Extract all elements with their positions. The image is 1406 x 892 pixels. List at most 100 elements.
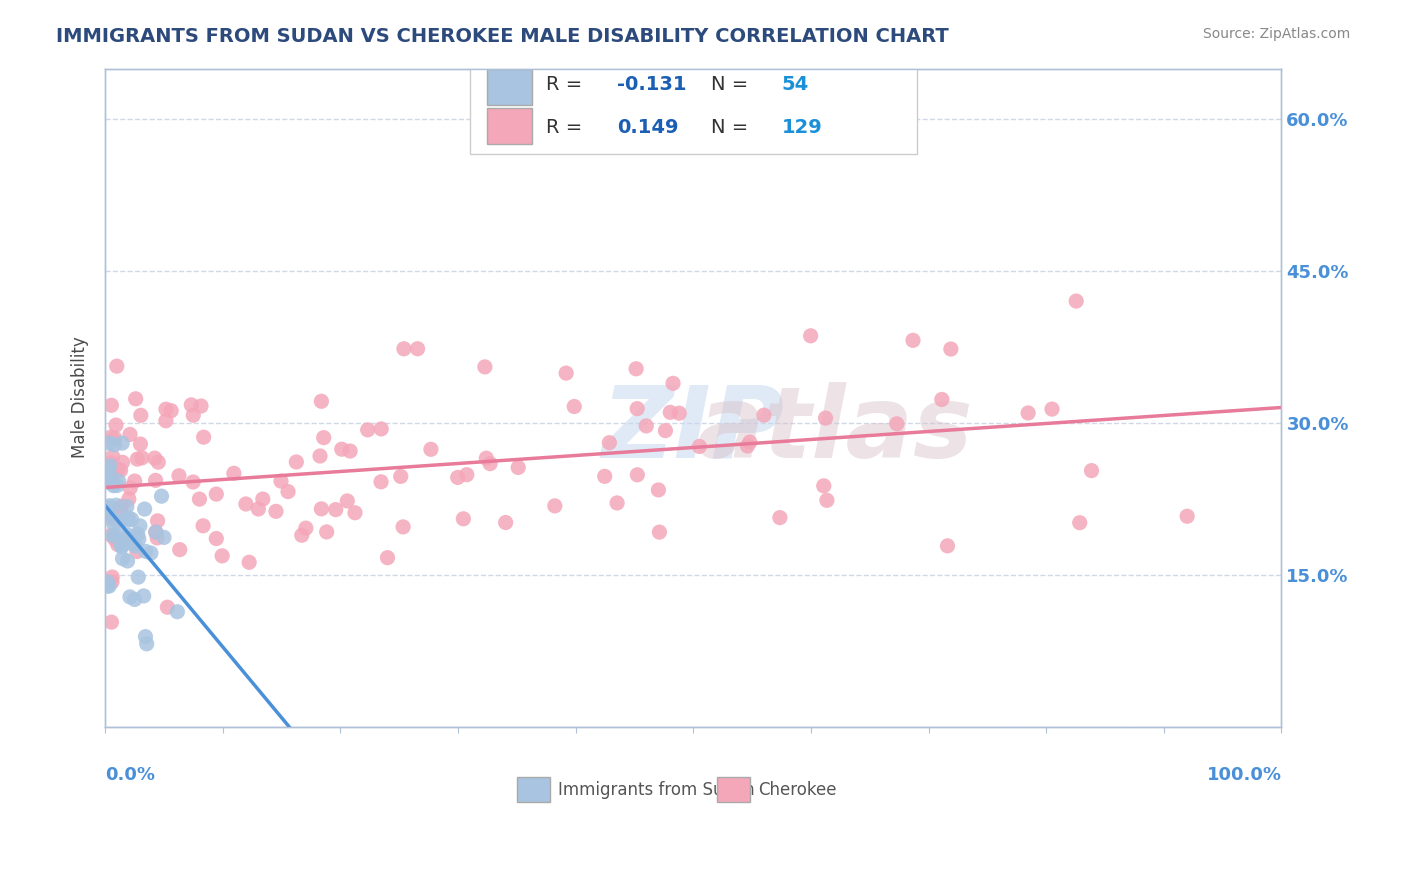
Point	[110, 463, 132, 477]
Point	[325, 502, 347, 516]
Point	[100, 430, 122, 444]
Point	[193, 430, 215, 444]
Point	[110, 540, 132, 554]
Point	[406, 342, 429, 356]
Point	[180, 398, 202, 412]
FancyBboxPatch shape	[488, 69, 533, 104]
Point	[94, 507, 117, 521]
Point	[190, 399, 212, 413]
Point	[377, 550, 399, 565]
Point	[112, 512, 135, 526]
Point	[1175, 509, 1198, 524]
Point	[330, 442, 353, 457]
Point	[104, 512, 127, 526]
Point	[118, 427, 141, 442]
Point	[309, 449, 332, 463]
Point	[103, 479, 125, 493]
Point	[598, 435, 620, 450]
Point	[155, 402, 177, 417]
Point	[100, 458, 122, 473]
Point	[127, 527, 149, 541]
Point	[131, 450, 153, 465]
Point	[311, 501, 333, 516]
Point	[181, 409, 204, 423]
Point	[105, 359, 128, 374]
Text: R =: R =	[547, 76, 589, 95]
Point	[124, 539, 146, 553]
Point	[1069, 516, 1091, 530]
Point	[654, 424, 676, 438]
Point	[419, 442, 441, 457]
Point	[336, 494, 359, 508]
Point	[103, 528, 125, 542]
Point	[648, 525, 671, 540]
Point	[97, 507, 120, 521]
Point	[103, 516, 125, 531]
Point	[148, 455, 170, 469]
Point	[135, 637, 157, 651]
Point	[447, 470, 470, 484]
Point	[101, 512, 124, 526]
Point	[166, 605, 188, 619]
Point	[155, 414, 177, 428]
Point	[647, 483, 669, 497]
Point	[103, 438, 125, 452]
Point	[636, 418, 658, 433]
Point	[495, 516, 517, 530]
Point	[339, 444, 361, 458]
Point	[370, 475, 392, 489]
Point	[101, 574, 124, 589]
Point	[277, 484, 299, 499]
Text: ZIP: ZIP	[602, 382, 785, 479]
Point	[312, 431, 335, 445]
Point	[134, 630, 156, 644]
Point	[98, 579, 121, 593]
Point	[291, 528, 314, 542]
Point	[100, 475, 122, 490]
Point	[111, 436, 134, 450]
Point	[668, 406, 690, 420]
Point	[100, 469, 122, 483]
Point	[110, 500, 132, 515]
Point	[101, 570, 124, 584]
Point	[626, 401, 648, 416]
Point	[752, 408, 775, 422]
Point	[814, 411, 837, 425]
Point	[315, 524, 337, 539]
Point	[270, 474, 292, 488]
Point	[145, 474, 167, 488]
Text: 0.0%: 0.0%	[105, 766, 155, 784]
Point	[181, 475, 204, 489]
Point	[624, 361, 647, 376]
Point	[479, 457, 502, 471]
Point	[124, 474, 146, 488]
Point	[134, 502, 156, 516]
Text: IMMIGRANTS FROM SUDAN VS CHEROKEE MALE DISABILITY CORRELATION CHART: IMMIGRANTS FROM SUDAN VS CHEROKEE MALE D…	[56, 27, 949, 45]
Point	[97, 503, 120, 517]
Point	[127, 452, 149, 467]
Point	[252, 492, 274, 507]
Point	[96, 500, 118, 515]
Point	[128, 532, 150, 546]
Point	[103, 529, 125, 543]
Point	[115, 500, 138, 514]
Point	[606, 496, 628, 510]
Point	[813, 479, 835, 493]
Point	[886, 417, 908, 431]
Point	[931, 392, 953, 407]
Point	[160, 403, 183, 417]
Point	[188, 492, 211, 507]
Point	[118, 590, 141, 604]
Point	[205, 532, 228, 546]
Point	[1080, 464, 1102, 478]
Text: -0.131: -0.131	[617, 76, 686, 95]
Y-axis label: Male Disability: Male Disability	[72, 336, 89, 458]
Point	[94, 503, 117, 517]
Point	[555, 366, 578, 380]
Point	[264, 504, 287, 518]
Point	[659, 405, 682, 419]
Point	[688, 439, 710, 453]
Point	[104, 532, 127, 546]
Point	[285, 455, 308, 469]
Point	[132, 589, 155, 603]
